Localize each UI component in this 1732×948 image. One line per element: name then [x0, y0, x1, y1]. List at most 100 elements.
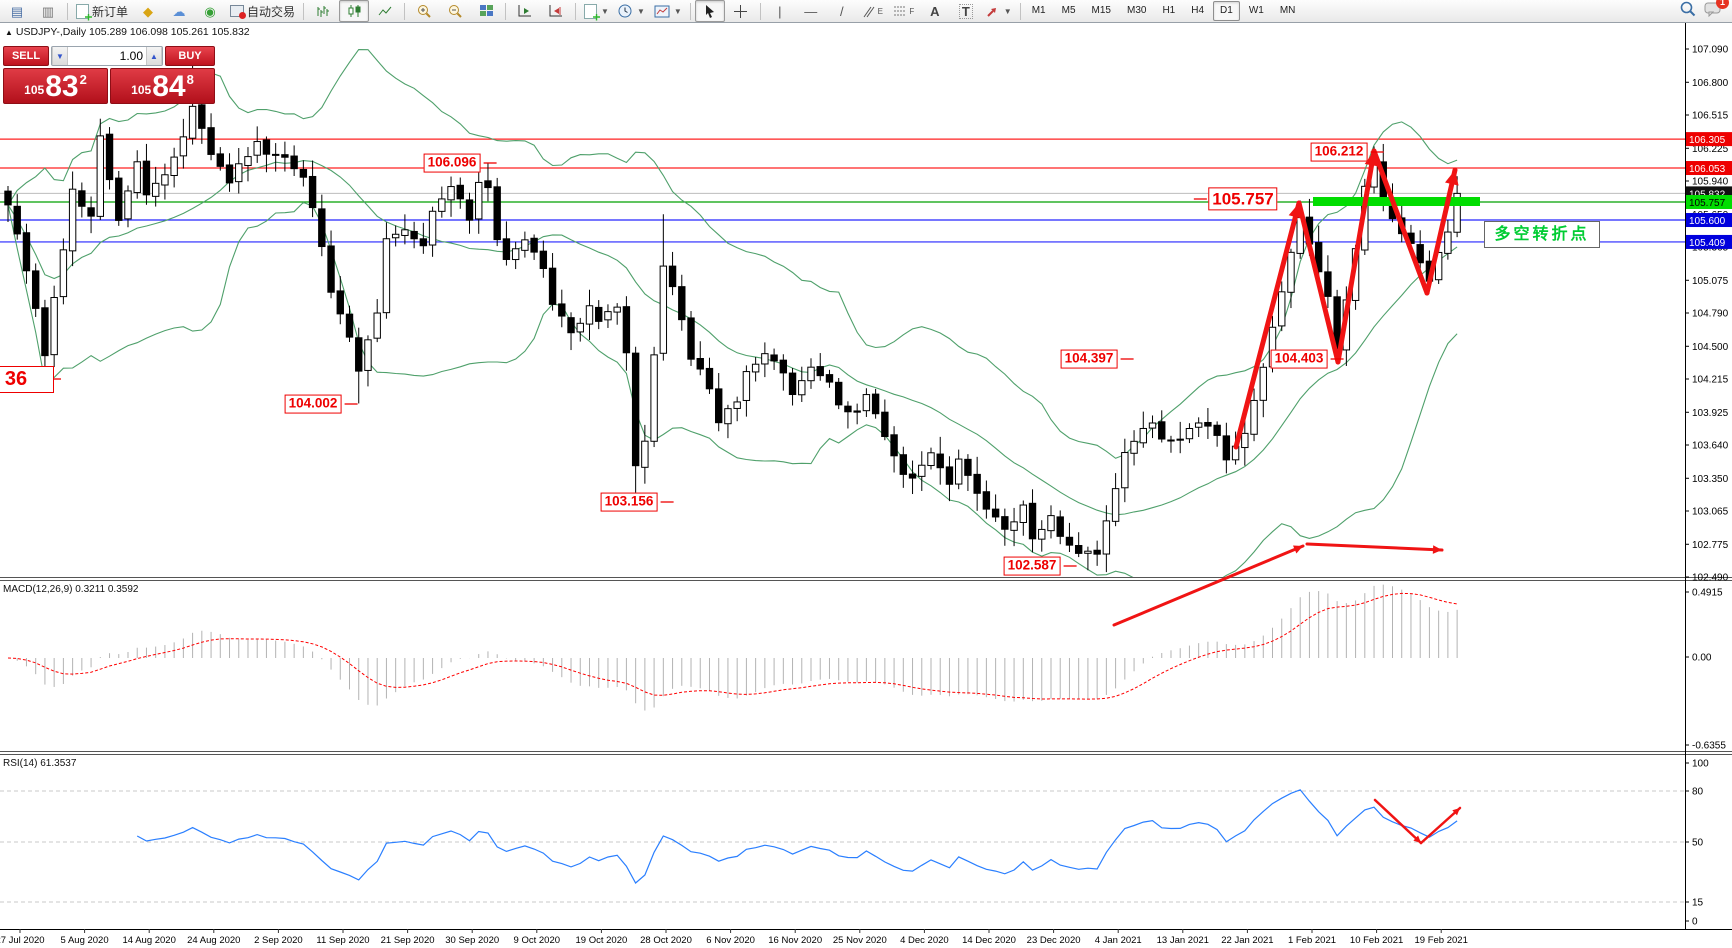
price-callout[interactable]: 104.403	[1270, 349, 1328, 369]
signals-icon[interactable]: ◉	[204, 3, 216, 19]
candle	[853, 410, 861, 413]
volume-input[interactable]	[68, 47, 146, 65]
candle	[705, 367, 714, 390]
zoom-out-icon[interactable]	[440, 0, 470, 22]
timeframe-m30[interactable]: M30	[1126, 5, 1147, 16]
text-label-icon[interactable]: T	[951, 0, 981, 22]
candle	[428, 210, 437, 246]
candle	[991, 508, 1000, 518]
candle	[1028, 502, 1037, 540]
sell-button[interactable]: SELL	[3, 46, 49, 66]
timeframe-m1[interactable]: M1	[1031, 5, 1046, 16]
buy-button[interactable]: BUY	[165, 46, 215, 66]
volume-up-button[interactable]: ▲	[146, 47, 162, 65]
candle	[1065, 536, 1074, 546]
horizontal-line-icon[interactable]: —	[804, 3, 818, 19]
candlestick-chart-icon[interactable]	[339, 0, 370, 22]
candle	[862, 394, 871, 412]
crosshair-icon[interactable]	[726, 0, 756, 22]
volume-down-button[interactable]: ▼	[52, 47, 68, 65]
candle	[715, 388, 723, 424]
community-icon[interactable]: ☁	[172, 3, 186, 19]
candle	[1167, 439, 1175, 442]
timeframe-h1[interactable]: H1	[1162, 5, 1176, 16]
rsi-tick-label: 50	[1692, 838, 1704, 849]
buy-price[interactable]: 105 84 8	[110, 68, 215, 104]
sell-price[interactable]: 105 83 2	[3, 68, 108, 104]
templates-button[interactable]: ▼	[650, 0, 686, 22]
chevron-down-icon: ▼	[636, 6, 645, 16]
candle	[659, 265, 668, 354]
chat-icon[interactable]: 1	[1704, 0, 1729, 22]
candle	[1056, 516, 1064, 537]
price-callout[interactable]: 36	[0, 366, 54, 393]
macd-trend-arrows	[1112, 542, 1444, 627]
timeframe-d1[interactable]: D1	[1213, 1, 1240, 21]
candle	[761, 353, 769, 365]
candle	[1121, 452, 1129, 489]
periods-button[interactable]: ▼	[614, 0, 649, 22]
market-icon[interactable]: ◆	[143, 3, 154, 19]
line-chart-icon[interactable]	[370, 0, 400, 22]
candle	[899, 454, 908, 475]
chevron-down-icon: ▼	[601, 6, 609, 16]
turning-point-label[interactable]: 多空转折点	[1484, 221, 1600, 248]
candle	[548, 267, 557, 305]
price-tag	[1686, 234, 1732, 249]
text-tool-icon[interactable]: A	[930, 3, 940, 19]
price-callout[interactable]: 104.002	[284, 394, 342, 414]
candle	[1074, 545, 1083, 554]
collapse-panel-icon[interactable]: ▲	[5, 28, 13, 37]
indicators-button[interactable]: ▼	[580, 0, 613, 22]
price-tick-label: 103.065	[1692, 506, 1729, 517]
timeframe-mn[interactable]: MN	[1279, 5, 1296, 16]
candle	[558, 303, 566, 317]
date-label: 2 Sep 2020	[254, 935, 303, 946]
candle	[484, 180, 492, 189]
fibonacci-icon[interactable]: F	[889, 0, 919, 22]
candle	[68, 188, 77, 252]
candle	[964, 458, 972, 476]
price-tick-label: 103.640	[1692, 440, 1729, 451]
chart-window-icon[interactable]: ▤	[10, 3, 24, 19]
price-callout[interactable]: 103.156	[600, 492, 658, 512]
search-icon[interactable]	[1680, 1, 1696, 22]
candle	[50, 297, 58, 356]
timeframe-m15[interactable]: M15	[1091, 5, 1111, 16]
price-tag-label: 105.600	[1689, 216, 1726, 227]
price-callout[interactable]: 102.587	[1003, 556, 1061, 576]
one-click-trade-panel: SELL ▼ ▲ BUY 105 83 2 105 84 8	[3, 46, 215, 104]
timeframe-m5[interactable]: M5	[1061, 5, 1076, 16]
timeframe-h4[interactable]: H4	[1191, 5, 1205, 16]
timeframe-w1[interactable]: W1	[1248, 5, 1264, 16]
candle	[142, 160, 151, 196]
vertical-line-icon[interactable]: |	[778, 3, 782, 19]
new-order-button[interactable]: 新订单	[72, 1, 132, 21]
channel-icon[interactable]: E	[858, 0, 888, 22]
candle	[22, 232, 31, 272]
bar-chart-icon[interactable]	[308, 0, 338, 22]
chart-shift-icon[interactable]	[541, 0, 571, 22]
candle	[641, 440, 649, 468]
cursor-icon[interactable]	[694, 0, 725, 22]
auto-trading-button[interactable]: 自动交易	[226, 1, 299, 21]
price-callout[interactable]: 104.397	[1060, 349, 1118, 369]
candle	[1185, 428, 1194, 440]
candle	[355, 337, 363, 372]
arrows-tool-button[interactable]: ▼	[982, 0, 1016, 22]
macd-tick-label: 0.4915	[1692, 588, 1723, 599]
candle	[1314, 242, 1323, 273]
price-callout[interactable]: 106.096	[423, 153, 481, 173]
date-label: 9 Oct 2020	[514, 935, 560, 946]
rsi-tick-label: 100	[1692, 759, 1709, 770]
profiles-icon[interactable]: ▥	[41, 3, 55, 19]
candle	[96, 135, 104, 217]
candle	[751, 363, 760, 373]
trendline-icon[interactable]: /	[839, 3, 844, 19]
tile-windows-icon[interactable]	[471, 0, 501, 22]
auto-scroll-icon[interactable]	[510, 0, 540, 22]
price-callout[interactable]: 106.212	[1310, 142, 1368, 162]
price-callout[interactable]: 105.757	[1208, 187, 1278, 211]
zoom-in-icon[interactable]	[409, 0, 439, 22]
